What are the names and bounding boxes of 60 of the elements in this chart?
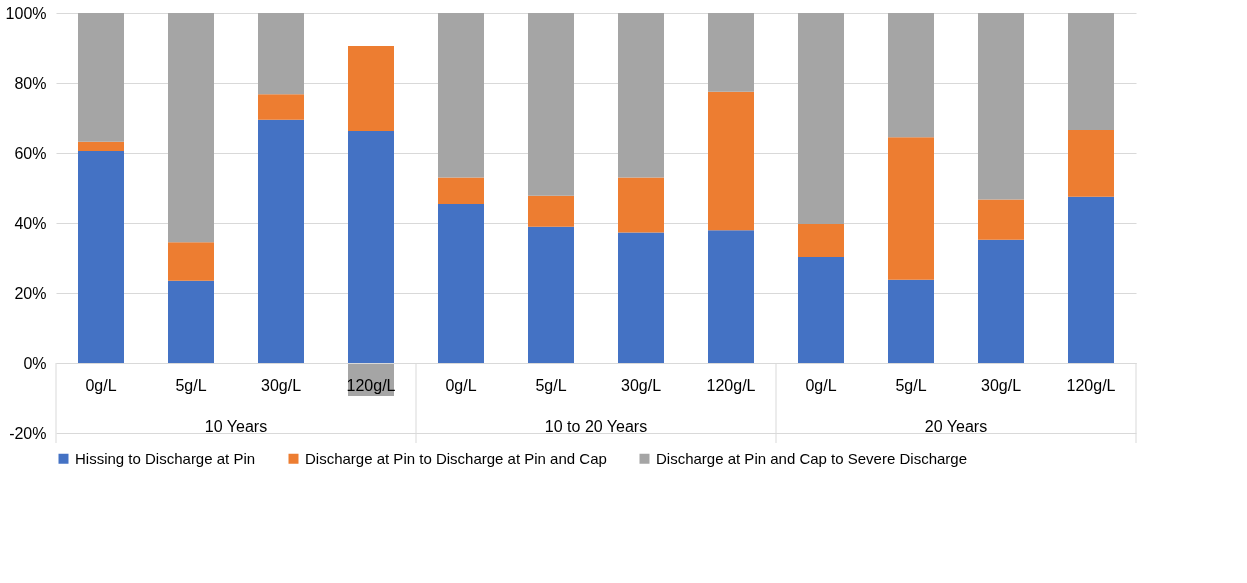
annotation: 20 Years xyxy=(924,418,988,435)
x-tick-label: 5g/L xyxy=(895,376,927,394)
bar xyxy=(78,141,124,151)
bar xyxy=(978,239,1024,363)
bar xyxy=(438,13,484,178)
y-tick-label: 80% xyxy=(14,74,47,92)
bar xyxy=(258,119,304,363)
y-tick-label: 40% xyxy=(14,214,47,232)
bar xyxy=(168,13,214,243)
legend-label: Discharge at Pin to Discharge at Pin and Cap xyxy=(305,449,607,467)
bar xyxy=(348,130,394,363)
x-tick-label: 120g/L xyxy=(346,376,396,394)
bar xyxy=(1068,129,1114,197)
bar xyxy=(528,195,574,227)
bar xyxy=(978,199,1024,240)
bar xyxy=(528,226,574,363)
bar xyxy=(618,13,664,178)
x-tick-label: 5g/L xyxy=(175,376,207,394)
x-tick-label: 0g/L xyxy=(85,376,117,394)
x-tick-label: 0g/L xyxy=(805,376,837,394)
bar xyxy=(1068,196,1114,363)
y-tick-label: 60% xyxy=(14,144,47,162)
bar xyxy=(258,94,304,120)
bar xyxy=(708,230,754,363)
x-tick-label: 120g/L xyxy=(706,376,756,394)
legend-label: Hissing to Discharge at Pin xyxy=(75,449,256,467)
bar xyxy=(348,45,394,131)
bar xyxy=(798,224,844,257)
annotation: 10 Years xyxy=(204,418,268,435)
y-tick-label: 20% xyxy=(14,284,47,302)
x-tick-label: 30g/L xyxy=(620,376,662,394)
bar xyxy=(1068,13,1114,130)
bar xyxy=(798,256,844,363)
bar xyxy=(438,204,484,363)
bar xyxy=(168,280,214,363)
bar xyxy=(708,91,754,231)
bar xyxy=(618,232,664,363)
bar xyxy=(78,150,124,363)
bar xyxy=(888,279,934,363)
bar xyxy=(978,13,1024,200)
bar xyxy=(798,13,844,225)
x-tick-label: 120g/L xyxy=(1066,376,1116,394)
bar xyxy=(168,242,214,281)
annotation: 10 to 20 Years xyxy=(544,418,648,435)
x-tick-label: 30g/L xyxy=(980,376,1022,394)
legend-label: Discharge at Pin and Cap to Severe Discharge xyxy=(656,449,968,467)
bar xyxy=(258,13,304,95)
bar xyxy=(888,137,934,280)
bar xyxy=(438,177,484,205)
bar xyxy=(888,13,934,138)
bar xyxy=(528,13,574,196)
y-tick-label: 100% xyxy=(5,4,47,22)
x-tick-label: 0g/L xyxy=(445,376,477,394)
bar xyxy=(708,13,754,92)
bar xyxy=(78,13,124,142)
bar xyxy=(618,177,664,233)
y-tick-label: -20% xyxy=(9,424,47,442)
x-tick-label: 30g/L xyxy=(260,376,302,394)
x-tick-label: 5g/L xyxy=(535,376,567,394)
y-tick-label: 0% xyxy=(23,354,47,372)
